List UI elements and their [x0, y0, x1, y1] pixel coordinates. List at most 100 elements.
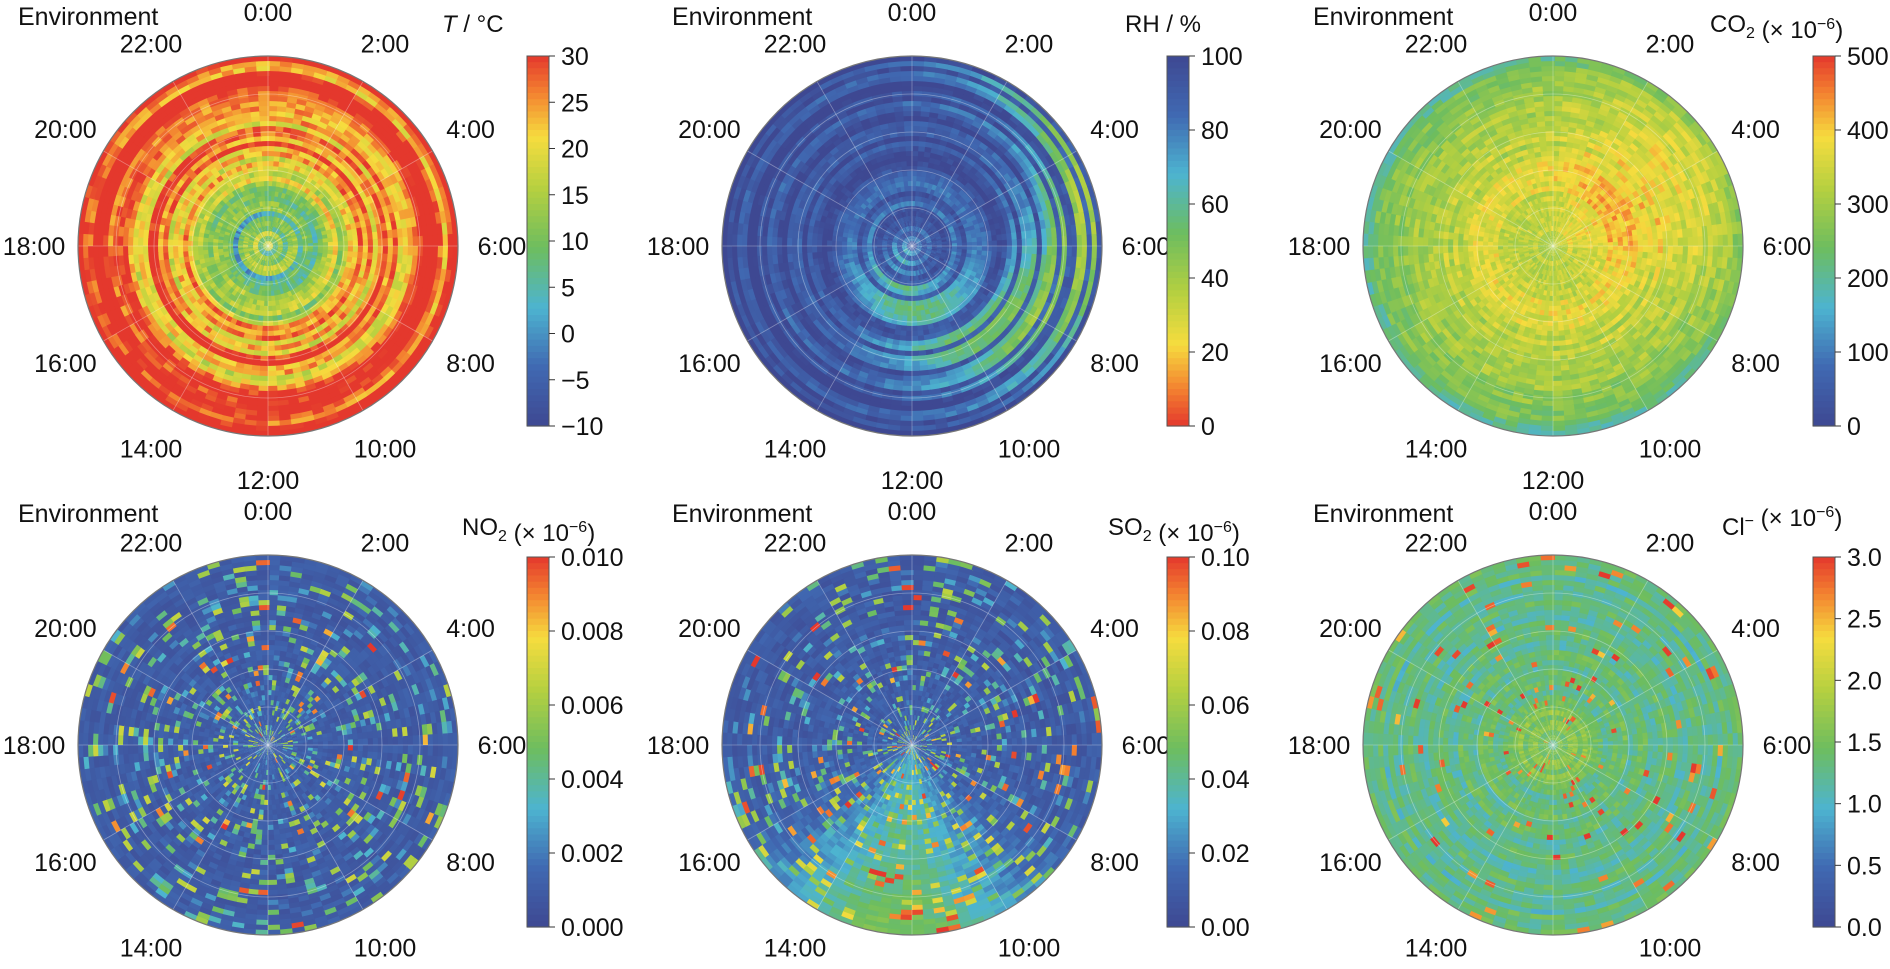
hour-tick-label: 22:00	[1405, 30, 1468, 58]
hour-tick-label: 2:00	[361, 529, 410, 557]
colorbar-tick-label: 500	[1847, 43, 1889, 71]
hour-tick-label: 6:00	[478, 732, 527, 760]
hour-tick-label: 14:00	[1405, 935, 1468, 963]
chart-panel-5: Environment 0:00 2:00 4:00 6:00 8:00 10:00 12:0…	[647, 498, 1250, 969]
hour-tick-label: 22:00	[1405, 529, 1468, 557]
hour-tick-label: 18:00	[1288, 732, 1351, 760]
heatmap-cells	[722, 56, 1102, 436]
hour-tick-label: 0:00	[244, 498, 293, 526]
hour-tick-label: 6:00	[478, 233, 527, 261]
hour-tick-label: 6:00	[1122, 732, 1171, 760]
hour-tick-label: 20:00	[34, 116, 97, 144]
hour-tick-label: 16:00	[1319, 350, 1382, 378]
hour-tick-label: 0:00	[244, 0, 293, 27]
hour-tick-label: 16:00	[678, 350, 741, 378]
hour-tick-label: 20:00	[678, 116, 741, 144]
colorbar: 0.010 0.008 0.006 0.004 0.002 0.000	[526, 544, 624, 942]
chart-title: Environment	[18, 500, 158, 528]
colorbar-tick-label: 0.0	[1847, 914, 1882, 942]
hour-tick-label: 8:00	[446, 350, 495, 378]
hour-tick-label: 8:00	[446, 849, 495, 877]
hour-tick-label: 14:00	[764, 436, 827, 464]
hour-tick-label: 10:00	[1639, 935, 1702, 963]
colorbar-tick-label: 25	[561, 89, 589, 117]
hour-tick-label: 10:00	[1639, 436, 1702, 464]
hour-tick-label: 20:00	[678, 615, 741, 643]
hour-tick-label: 16:00	[34, 350, 97, 378]
colorbar-tick-label: 0.06	[1201, 692, 1250, 720]
chart-panel-4: Environment 0:00 2:00 4:00 6:00 8:00 10:00 12:0…	[3, 498, 624, 969]
hour-tick-label: 12:00	[1522, 467, 1585, 495]
heatmap-cells	[1363, 555, 1743, 935]
colorbar-tick-label: 80	[1201, 117, 1229, 145]
polar-frame	[721, 55, 1103, 437]
hour-tick-label: 2:00	[1005, 30, 1054, 58]
colorbar-tick-label: 5	[561, 274, 575, 302]
colorbar-tick-label: 20	[561, 136, 589, 164]
colorbar: 30 25 20 15 10 5 0 −5 −10	[526, 43, 603, 441]
colorbar-tick-label: 0.5	[1847, 852, 1882, 880]
colorbar-tick-label: 30	[561, 43, 589, 71]
hour-tick-label: 18:00	[647, 233, 710, 261]
hour-tick-label: 18:00	[3, 732, 66, 760]
hour-tick-label: 10:00	[998, 436, 1061, 464]
colorbar-tick-label: 400	[1847, 117, 1889, 145]
hour-tick-label: 6:00	[1763, 732, 1812, 760]
hour-tick-label: 8:00	[1090, 849, 1139, 877]
hour-tick-label: 8:00	[1731, 849, 1780, 877]
hour-tick-label: 20:00	[1319, 116, 1382, 144]
hour-tick-label: 2:00	[1646, 30, 1695, 58]
colorbar-label: NO2 (× 10−6)	[462, 514, 595, 547]
chart-panel-6: Environment 0:00 2:00 4:00 6:00 8:00 10:00 12:0…	[1288, 498, 1882, 969]
hour-tick-label: 10:00	[354, 935, 417, 963]
hour-tick-label: 4:00	[1731, 116, 1780, 144]
polar-grid	[1363, 56, 1743, 436]
hour-tick-label: 10:00	[998, 935, 1061, 963]
hour-tick-label: 2:00	[1646, 529, 1695, 557]
polar-frame	[1362, 554, 1744, 936]
colorbar-label: T / °C	[442, 11, 504, 38]
colorbar-tick-label: 100	[1847, 339, 1889, 367]
hour-tick-label: 6:00	[1122, 233, 1171, 261]
hour-tick-label: 12:00	[881, 966, 944, 969]
chart-title: Environment	[18, 3, 158, 31]
chart-panel-2: Environment 0:00 2:00 4:00 6:00 8:00 10:00 12:0…	[647, 0, 1243, 495]
hour-tick-label: 10:00	[354, 436, 417, 464]
hour-tick-label: 14:00	[120, 436, 183, 464]
colorbar: 3.0 2.5 2.0 1.5 1.0 0.5 0.0	[1812, 544, 1882, 942]
polar-grid	[1363, 555, 1743, 935]
colorbar-label: CO2 (× 10−6)	[1710, 11, 1843, 44]
colorbar-tick-label: 15	[561, 182, 589, 210]
hour-tick-label: 18:00	[647, 732, 710, 760]
hour-tick-label: 22:00	[120, 30, 183, 58]
polar-grid	[722, 56, 1102, 436]
hour-tick-label: 8:00	[1731, 350, 1780, 378]
hour-tick-label: 14:00	[764, 935, 827, 963]
colorbar-tick-label: 1.5	[1847, 729, 1882, 757]
colorbar-tick-label: 0.010	[561, 544, 624, 572]
colorbar-tick-label: 0	[561, 321, 575, 349]
hour-tick-label: 4:00	[1090, 615, 1139, 643]
hour-tick-label: 8:00	[1090, 350, 1139, 378]
polar-grid	[722, 555, 1102, 935]
hour-tick-label: 14:00	[120, 935, 183, 963]
hour-tick-label: 0:00	[1529, 498, 1578, 526]
hour-tick-label: 4:00	[1731, 615, 1780, 643]
colorbar-tick-label: 0.002	[561, 840, 624, 868]
hour-tick-label: 22:00	[120, 529, 183, 557]
heatmap-cells	[722, 555, 1102, 935]
hour-tick-label: 20:00	[1319, 615, 1382, 643]
polar-frame	[1362, 55, 1744, 437]
hour-tick-label: 18:00	[1288, 233, 1351, 261]
colorbar-tick-label: 200	[1847, 265, 1889, 293]
hour-tick-label: 4:00	[446, 116, 495, 144]
colorbar-tick-label: 0.000	[561, 914, 624, 942]
colorbar-tick-label: 0.006	[561, 692, 624, 720]
hour-tick-label: 0:00	[888, 498, 937, 526]
colorbar-frame	[526, 556, 550, 928]
colorbar-frame	[1166, 55, 1190, 427]
colorbar-tick-label: 2.5	[1847, 606, 1882, 634]
hour-tick-label: 0:00	[1529, 0, 1578, 27]
colorbar-tick-label: 20	[1201, 339, 1229, 367]
